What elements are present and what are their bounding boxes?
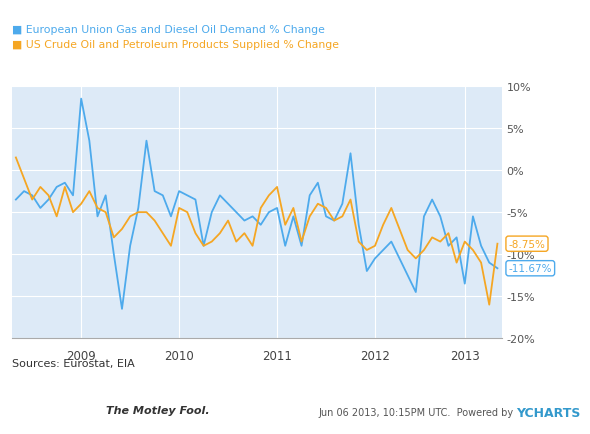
Text: ■ European Union Gas and Diesel Oil Demand % Change: ■ European Union Gas and Diesel Oil Dema… — [12, 25, 324, 35]
Text: ■ US Crude Oil and Petroleum Products Supplied % Change: ■ US Crude Oil and Petroleum Products Su… — [12, 40, 339, 50]
Text: Jun 06 2013, 10:15PM UTC.  Powered by: Jun 06 2013, 10:15PM UTC. Powered by — [319, 408, 517, 417]
Text: Sources: Eurostat, EIA: Sources: Eurostat, EIA — [12, 358, 135, 368]
Text: -8.75%: -8.75% — [509, 239, 545, 249]
Text: The Motley Fool.: The Motley Fool. — [106, 405, 210, 415]
Text: -11.67%: -11.67% — [509, 263, 552, 273]
Text: YCHARTS: YCHARTS — [516, 406, 581, 419]
